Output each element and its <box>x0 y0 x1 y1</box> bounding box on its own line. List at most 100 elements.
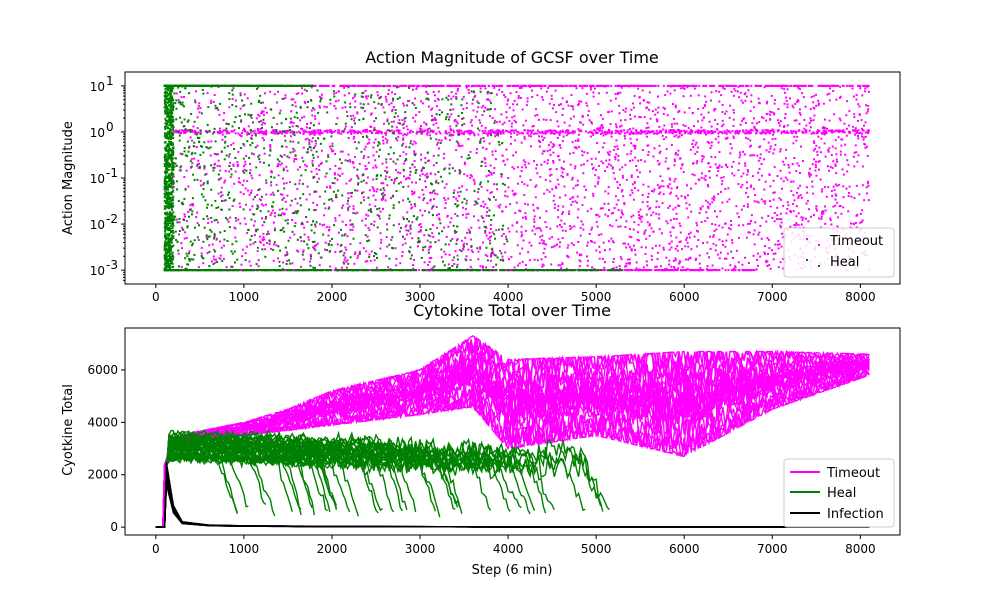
timeout-point <box>347 137 350 139</box>
timeout-point <box>784 113 787 115</box>
timeout-point <box>594 157 597 160</box>
timeout-point <box>542 240 545 243</box>
timeout-level-point <box>397 129 400 132</box>
timeout-point <box>597 180 600 183</box>
timeout-level-point <box>483 131 486 134</box>
timeout-point <box>838 129 841 132</box>
timeout-point <box>583 196 586 199</box>
timeout-point <box>202 262 205 265</box>
timeout-point <box>861 219 864 222</box>
timeout-point <box>828 169 830 172</box>
timeout-point <box>855 98 858 101</box>
timeout-point <box>387 89 390 92</box>
timeout-point <box>395 258 398 260</box>
timeout-point <box>385 100 388 103</box>
timeout-point <box>646 264 649 267</box>
timeout-point <box>524 202 527 205</box>
timeout-point <box>550 98 553 100</box>
timeout-point <box>369 259 372 262</box>
timeout-level-point <box>725 84 728 87</box>
timeout-point <box>750 144 753 147</box>
timeout-point <box>223 112 226 114</box>
timeout-level-point <box>234 132 237 135</box>
timeout-level-point <box>452 84 455 87</box>
timeout-level-point <box>284 131 287 134</box>
timeout-point <box>549 180 552 183</box>
timeout-point <box>676 122 679 125</box>
timeout-point <box>814 166 817 169</box>
timeout-point <box>847 163 850 166</box>
timeout-point <box>557 238 560 241</box>
timeout-point <box>264 92 266 95</box>
timeout-point <box>676 128 679 131</box>
timeout-point <box>763 138 766 141</box>
timeout-point <box>599 126 602 129</box>
timeout-point <box>650 214 653 217</box>
timeout-point <box>581 204 584 206</box>
timeout-point <box>779 261 782 264</box>
timeout-point <box>452 134 455 137</box>
timeout-point <box>237 163 239 166</box>
timeout-point <box>566 173 569 175</box>
timeout-point <box>598 151 600 154</box>
timeout-level-point <box>755 131 758 134</box>
timeout-point <box>865 104 867 107</box>
timeout-point <box>858 113 861 116</box>
timeout-level-point <box>356 84 359 87</box>
timeout-point <box>500 175 503 178</box>
timeout-point <box>638 96 641 98</box>
timeout-point <box>522 159 525 162</box>
timeout-point <box>296 202 299 205</box>
timeout-level-point <box>351 84 354 87</box>
timeout-point <box>296 168 299 171</box>
timeout-level-point <box>375 132 378 135</box>
timeout-point <box>302 251 305 254</box>
timeout-point <box>797 212 800 215</box>
timeout-point <box>342 204 344 207</box>
timeout-point <box>452 196 455 198</box>
timeout-point <box>747 231 750 234</box>
timeout-point <box>777 240 780 242</box>
timeout-point <box>449 125 452 128</box>
timeout-point <box>424 174 427 177</box>
timeout-point <box>714 223 717 226</box>
timeout-point <box>344 246 347 249</box>
timeout-point <box>405 153 408 156</box>
timeout-point <box>555 168 558 171</box>
timeout-level-point <box>614 84 617 87</box>
timeout-level-point <box>834 129 837 132</box>
timeout-point <box>463 161 466 164</box>
timeout-point <box>768 264 771 267</box>
timeout-point <box>318 223 321 226</box>
timeout-point <box>397 136 400 139</box>
timeout-level-point <box>784 84 787 87</box>
timeout-point <box>500 113 503 116</box>
timeout-level-point <box>683 129 686 132</box>
timeout-point <box>445 235 448 238</box>
timeout-point <box>633 221 636 224</box>
timeout-point <box>840 212 843 215</box>
timeout-level-point <box>810 84 813 87</box>
timeout-point <box>284 200 287 203</box>
timeout-point <box>678 110 681 112</box>
timeout-point <box>390 197 392 200</box>
timeout-point <box>289 204 292 207</box>
timeout-level-point <box>415 132 418 135</box>
timeout-point <box>744 92 747 95</box>
timeout-point <box>587 114 589 117</box>
timeout-point <box>269 144 272 146</box>
timeout-level-point <box>569 84 572 87</box>
timeout-point <box>746 169 749 172</box>
timeout-point <box>779 120 782 123</box>
timeout-level-point <box>787 131 790 134</box>
timeout-point <box>385 98 388 101</box>
timeout-point <box>223 199 226 202</box>
timeout-level-point <box>334 129 337 132</box>
timeout-level-point <box>682 84 685 87</box>
timeout-point <box>691 143 694 145</box>
timeout-point <box>678 222 681 225</box>
timeout-point <box>482 104 485 107</box>
timeout-point <box>392 120 395 123</box>
timeout-point <box>797 224 800 226</box>
timeout-point <box>686 184 688 187</box>
